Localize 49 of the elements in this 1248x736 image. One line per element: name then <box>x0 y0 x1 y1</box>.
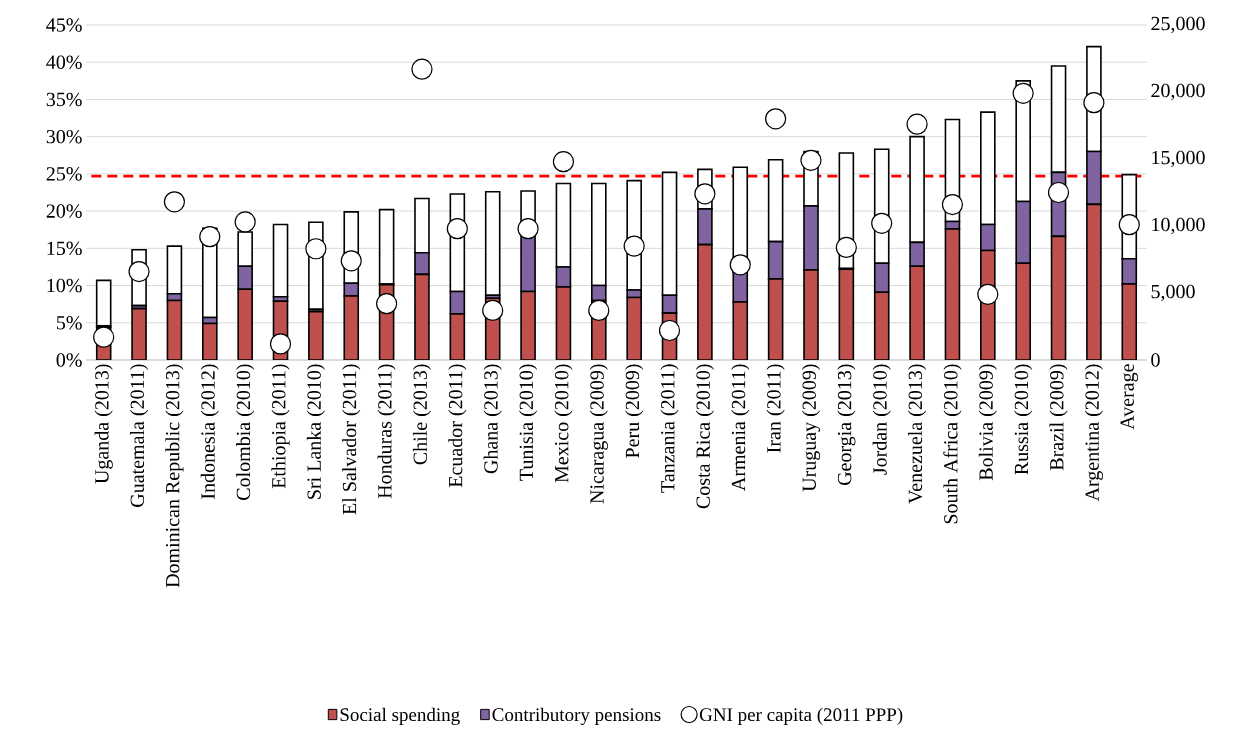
y-tick-label: 5% <box>56 315 82 330</box>
x-tick-label: Honduras (2011) <box>377 364 396 499</box>
y-tick-label: 15% <box>47 241 82 256</box>
y2-tick-label: 25,000 <box>1151 16 1205 34</box>
x-tick-label: Peru (2009) <box>625 364 644 458</box>
x-tick-label: Mexico (2010) <box>554 364 573 483</box>
x-tick-label: Tunisia (2010) <box>519 364 538 481</box>
x-tick-label: Bolivia (2009) <box>978 364 997 481</box>
x-tick-label: Uruguay (2009) <box>801 364 821 492</box>
x-tick-label: El Salvador (2011) <box>342 364 361 515</box>
y2-tick-label: 20,000 <box>1151 83 1205 101</box>
x-tick-label: Argentina (2012) <box>1084 364 1104 502</box>
x-tick-label: Colombia (2010) <box>236 364 255 500</box>
x-tick-label: Russia (2010) <box>1014 364 1033 475</box>
legend-label: Social spending <box>340 707 460 726</box>
x-tick-label: Ecuador (2011) <box>448 364 467 488</box>
x-tick-label: Indonesia (2012) <box>200 364 219 499</box>
legend-label: GNI per capita (2011 PPP) <box>699 707 903 725</box>
y2-tick-label: 15,000 <box>1152 150 1205 168</box>
y-tick-label: 35% <box>46 92 82 107</box>
x-tick-label: Average <box>1120 364 1139 430</box>
x-tick-label: Ethiopia (2011) <box>271 364 290 489</box>
x-tick-label: Venezuela (2013) <box>908 364 927 504</box>
y-tick-label: 40% <box>46 55 82 70</box>
x-tick-label: Brazil (2009) <box>1049 364 1068 471</box>
y2-tick-label: 10,000 <box>1152 217 1205 235</box>
y-tick-label: 30% <box>46 129 82 144</box>
y2-tick-label: 0 <box>1151 353 1160 367</box>
x-tick-label: Chile (2013) <box>412 364 432 465</box>
legend-label: Contributory pensions <box>492 707 661 726</box>
y-tick-label: 10% <box>47 278 82 293</box>
x-tick-label: Georgia (2013) <box>837 364 856 486</box>
x-tick-label: Uganda (2013) <box>94 364 113 484</box>
x-tick-label: Tanzania (2011) <box>660 364 679 493</box>
y2-tick-label: 5,000 <box>1151 284 1195 302</box>
x-tick-label: Ghana (2013) <box>483 364 502 474</box>
x-tick-label: Iran (2011) <box>766 364 785 453</box>
x-tick-label: Guatemala (2011) <box>129 364 149 507</box>
x-tick-label: Costa Rica (2010) <box>695 364 714 509</box>
y-tick-label: 20% <box>46 204 82 218</box>
y-tick-label: 45% <box>46 18 82 32</box>
x-tick-label: South Africa (2010) <box>943 364 962 524</box>
x-tick-label: Sri Lanka (2010) <box>306 364 325 499</box>
x-tick-label: Armenia (2011) <box>731 364 750 491</box>
y-tick-label: 0% <box>56 353 82 367</box>
x-tick-label: Jordan (2010) <box>872 364 891 475</box>
x-tick-label: Nicaragua (2009) <box>589 364 608 504</box>
y-tick-label: 25% <box>46 167 82 181</box>
x-tick-label: Dominican Republic (2013) <box>165 364 184 588</box>
